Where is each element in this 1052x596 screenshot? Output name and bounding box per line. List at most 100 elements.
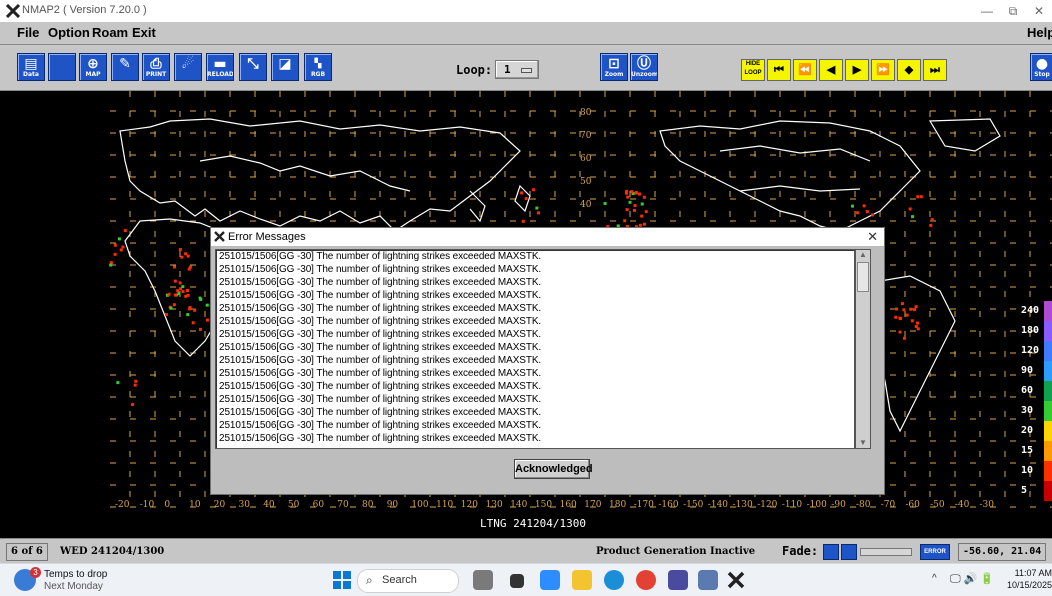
chrome-browser-icon[interactable] <box>636 570 656 590</box>
rock-loop-button[interactable]: ◆ <box>897 59 921 81</box>
first-frame-button[interactable]: ⏮ <box>767 59 791 81</box>
weather-title[interactable]: Temps to drop <box>44 569 108 580</box>
lightning-strike-marker <box>911 215 915 219</box>
wipe-button[interactable]: ☄ <box>174 53 202 81</box>
search-placeholder: Search <box>382 574 417 586</box>
dialog-title: Error Messages <box>228 231 306 243</box>
lightning-strike-marker <box>178 248 182 252</box>
restore-button[interactable]: ⧉ <box>1008 4 1018 18</box>
dialog-close-button[interactable]: ✕ <box>867 229 878 244</box>
lightning-strike-marker <box>186 254 190 258</box>
color-scale-value: 15 <box>1021 445 1034 456</box>
lightning-strike-marker <box>625 224 629 228</box>
fade-left-button[interactable] <box>823 544 839 560</box>
satellite-button[interactable]: ◪ <box>271 53 299 81</box>
printer-icon: ⎙ <box>150 56 162 72</box>
step-back-icon: ◀ <box>826 64 836 76</box>
lightning-strike-marker <box>169 306 173 310</box>
print-button[interactable]: ⎙ PRINT <box>142 53 170 81</box>
lightning-strike-marker <box>177 292 181 296</box>
menu-file[interactable]: File <box>17 25 40 40</box>
stop-button[interactable]: ● Stop <box>1030 53 1052 81</box>
network-volume-battery-icon[interactable]: 🖵 🔊 🔋 <box>950 573 995 585</box>
longitude-label: 60 <box>313 500 325 510</box>
lightning-strike-marker <box>165 293 169 297</box>
menu-option[interactable]: Option <box>48 25 90 40</box>
close-button[interactable]: ✕ <box>1033 4 1045 18</box>
taskbar-search[interactable]: ⌕ Search <box>357 569 459 593</box>
color-scale-swatch <box>1044 441 1052 461</box>
lightning-strike-marker <box>179 287 183 291</box>
longitude-label: 160 <box>560 500 577 510</box>
scroll-down-icon[interactable]: ▼ <box>859 438 867 447</box>
loop-forward-button[interactable]: ⏩ <box>871 59 895 81</box>
taskbar-app-icon[interactable] <box>668 570 688 590</box>
taskbar-app-copilot-icon[interactable] <box>540 570 560 590</box>
latitude-label: 40 <box>580 200 592 210</box>
lightning-strike-marker <box>871 213 875 217</box>
zoom-button-label: Zoom <box>604 71 624 78</box>
longitude-label: -40 <box>955 500 970 510</box>
task-view-icon[interactable] <box>510 574 524 588</box>
lightning-strike-marker <box>176 289 180 293</box>
lightning-strike-marker <box>642 195 646 199</box>
longitude-label: 150 <box>535 500 552 510</box>
lightning-strike-marker <box>113 252 117 256</box>
menu-help[interactable]: Help <box>1027 25 1052 40</box>
loop-select[interactable]: 1 <box>495 60 539 79</box>
last-frame-button[interactable]: ⏭ <box>923 59 947 81</box>
taskbar-app-image-icon[interactable] <box>473 570 493 590</box>
search-icon: ⌕ <box>366 573 373 587</box>
fade-slider[interactable] <box>860 548 912 556</box>
stop-button-label: Stop <box>1034 71 1050 78</box>
error-badge[interactable]: ERROR <box>920 544 950 560</box>
minimize-button[interactable]: — <box>981 4 993 18</box>
unzoom-button-label: Unzoom <box>631 71 658 78</box>
lightning-strike-marker <box>603 202 607 206</box>
network-app-icon[interactable] <box>698 570 718 590</box>
message-line: 251015/1506[GG -30] The number of lightn… <box>219 420 542 431</box>
frame-datetime: WED 241204/1300 <box>60 546 165 557</box>
rgb-button[interactable]: ▚ RGB <box>304 53 332 81</box>
zoom-button[interactable]: ⊡ Zoom <box>600 53 628 81</box>
color-scale-value: 90 <box>1021 365 1034 376</box>
clock-time[interactable]: 11:07 AM <box>1014 568 1052 578</box>
x-app-icon[interactable] <box>726 570 746 590</box>
legend-button[interactable]: ✎ <box>111 53 139 81</box>
scroll-thumb[interactable] <box>857 262 869 292</box>
blank-button[interactable] <box>48 53 76 81</box>
lightning-strike-marker <box>193 308 197 312</box>
windows-start-icon[interactable] <box>333 571 351 589</box>
tray-chevron-icon[interactable]: ^ <box>932 573 937 584</box>
fade-right-button[interactable] <box>841 544 857 560</box>
color-scale-swatch <box>1044 461 1052 481</box>
menu-exit[interactable]: Exit <box>132 25 156 40</box>
color-scale-swatch <box>1044 301 1052 321</box>
message-line: 251015/1506[GG -30] The number of lightn… <box>219 251 542 262</box>
scroll-up-icon[interactable]: ▲ <box>859 250 867 259</box>
color-scale-swatch <box>1044 321 1052 341</box>
file-explorer-icon[interactable] <box>572 570 592 590</box>
lightning-strike-marker <box>637 192 641 196</box>
step-forward-button[interactable]: ▶ <box>845 59 869 81</box>
reload-button[interactable]: ▬ RELOAD <box>206 53 234 81</box>
loop-back-button[interactable]: ⏪ <box>793 59 817 81</box>
acknowledged-button[interactable]: Acknowledged <box>514 459 593 479</box>
message-line: 251015/1506[GG -30] The number of lightn… <box>219 368 542 379</box>
lightning-strike-marker <box>898 330 902 334</box>
map-button[interactable]: ⊕ MAP <box>79 53 107 81</box>
unzoom-button[interactable]: Ⓤ Unzoom <box>630 53 658 81</box>
menu-roam[interactable]: Roam <box>92 25 129 40</box>
message-scrollbar[interactable]: ▲ ▼ <box>855 249 871 449</box>
data-button[interactable]: ▤ Data <box>17 53 45 81</box>
edge-browser-icon[interactable] <box>604 570 624 590</box>
hide-loop-button[interactable]: HIDE LOOP <box>741 59 765 81</box>
color-scale-value: 5 <box>1021 485 1028 496</box>
zoom-region-button[interactable]: ⤡ <box>239 53 267 81</box>
lightning-strike-marker <box>117 237 121 241</box>
lightning-strike-marker <box>536 211 540 215</box>
unzoom-icon: Ⓤ <box>637 56 651 72</box>
message-list[interactable]: 251015/1506[GG -30] The number of lightn… <box>215 249 855 449</box>
step-back-button[interactable]: ◀ <box>819 59 843 81</box>
hide-loop-label: HIDE LOOP <box>744 61 762 76</box>
